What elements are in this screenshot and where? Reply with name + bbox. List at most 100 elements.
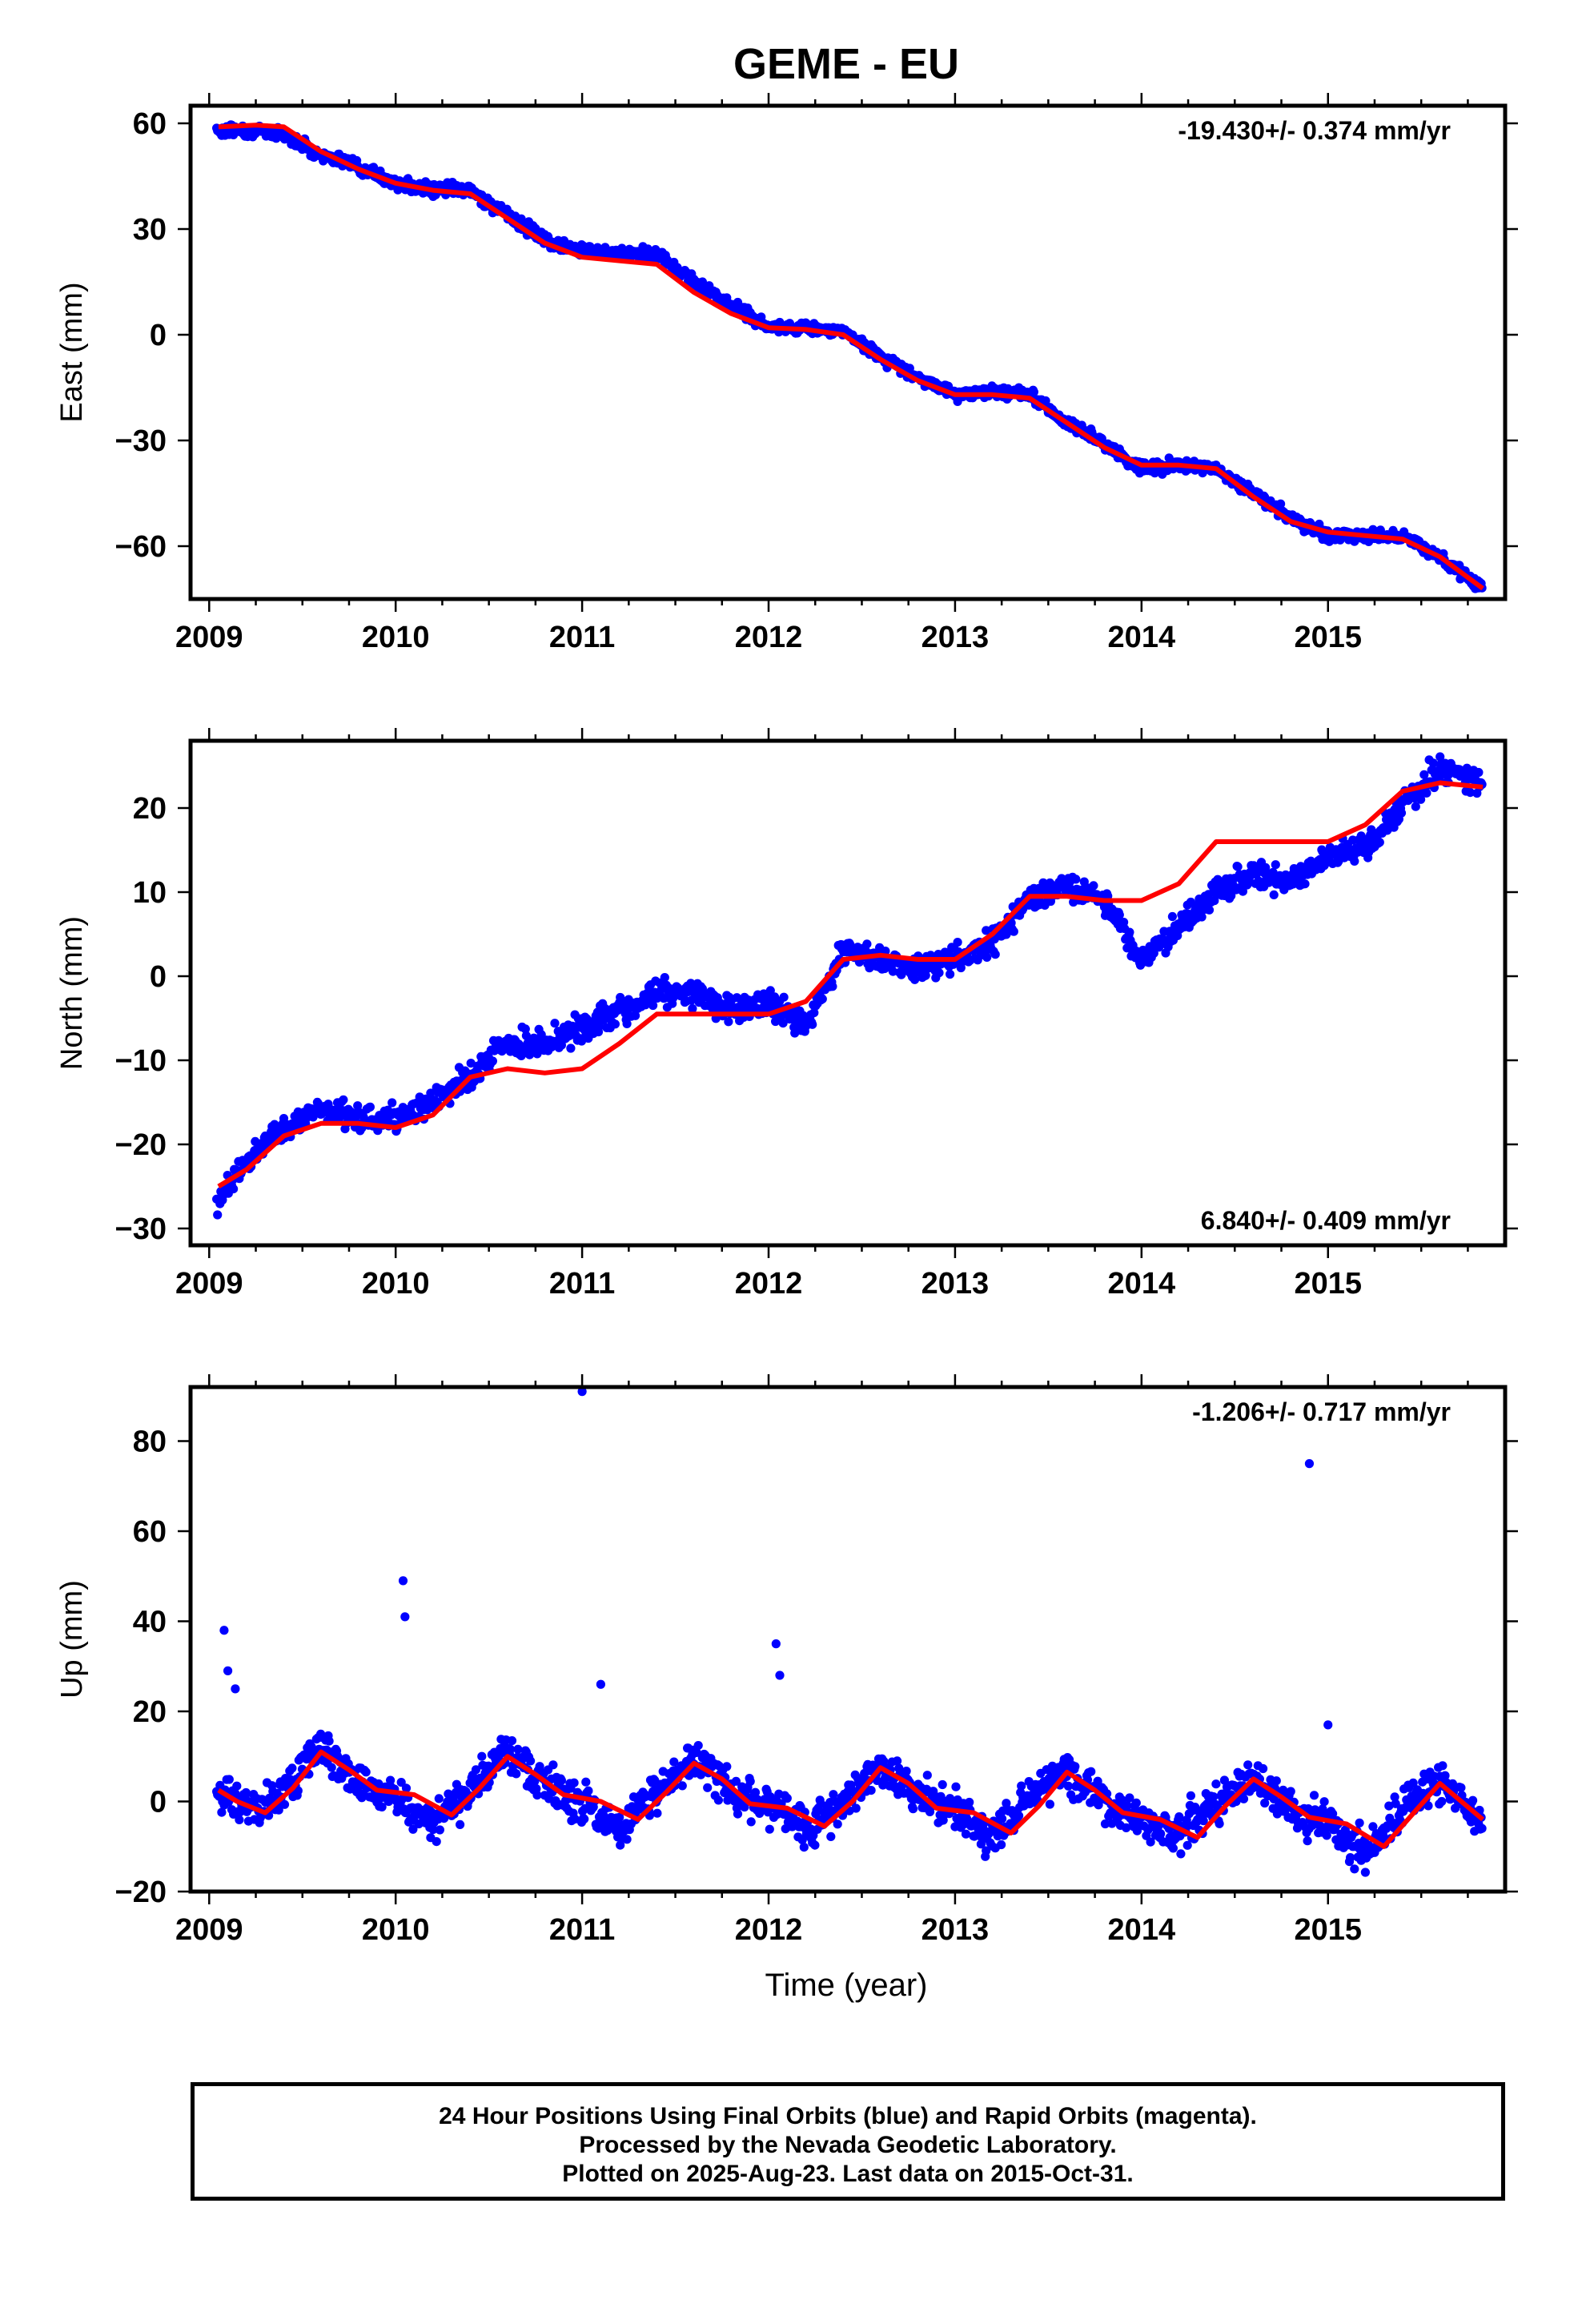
final-orbit-point [938, 1779, 947, 1790]
final-orbit-point [962, 1814, 972, 1823]
x-tick-label: 2012 [735, 1913, 803, 1947]
final-orbit-point [829, 1790, 838, 1799]
outlier-point [775, 1671, 785, 1680]
final-orbit-point [513, 1744, 523, 1754]
outlier-point [1304, 1459, 1315, 1469]
final-orbit-point [693, 1741, 703, 1751]
final-orbit-point [1465, 788, 1475, 798]
final-orbit-point [1423, 1801, 1433, 1811]
final-orbit-point [1309, 1791, 1319, 1800]
final-orbit-point [1174, 1812, 1184, 1822]
final-orbit-point [570, 1814, 580, 1824]
final-orbit-point [1186, 1791, 1195, 1800]
final-orbit-point [1211, 1779, 1221, 1789]
final-orbit-point [456, 1819, 465, 1829]
final-orbit-point [1146, 1837, 1155, 1847]
final-orbit-point [507, 1736, 517, 1746]
x-tick-label: 2010 [362, 1267, 430, 1301]
final-orbit-point [631, 1011, 640, 1020]
final-orbit-point [1346, 1853, 1355, 1863]
final-orbit-point [1100, 1819, 1110, 1829]
final-orbit-point [532, 1791, 542, 1800]
x-tick-label: 2009 [175, 621, 243, 654]
footer-line-2: Processed by the Nevada Geodetic Laborat… [579, 2132, 1117, 2158]
rate-annotation: 6.840+/- 0.409 mm/yr [1201, 1206, 1451, 1235]
final-orbit-point [808, 1019, 817, 1029]
final-orbit-point [888, 967, 897, 976]
final-orbit-point [1114, 910, 1124, 920]
final-orbit-point [1355, 1818, 1364, 1827]
y-tick-label: −30 [115, 1212, 167, 1246]
final-orbit-point [396, 1778, 406, 1787]
final-orbit-point [241, 1787, 251, 1798]
final-orbit-point [1029, 387, 1038, 396]
final-orbit-point [477, 1751, 487, 1761]
y-tick-label: −20 [115, 1128, 167, 1162]
y-tick-label: 0 [150, 960, 167, 994]
final-orbit-point [1319, 1797, 1329, 1807]
outlier-point [577, 1387, 587, 1397]
outlier-point [771, 1639, 781, 1649]
final-orbit-point [778, 1019, 788, 1028]
final-orbit-point [851, 1803, 861, 1813]
x-tick-label: 2013 [921, 621, 990, 654]
final-orbit-point [581, 1777, 591, 1787]
final-orbit-point [1243, 1760, 1253, 1770]
y-tick-label: −30 [115, 424, 167, 458]
final-orbit-point [908, 1804, 918, 1814]
final-orbit-point [434, 1794, 444, 1803]
final-orbit-point [526, 1756, 536, 1766]
final-orbit-point [1149, 948, 1158, 958]
final-orbit-point [622, 1835, 632, 1844]
x-tick-label: 2014 [1108, 1267, 1176, 1301]
final-orbit-point [488, 1056, 498, 1066]
final-orbit-point [512, 1769, 521, 1779]
final-orbit-point [1167, 911, 1177, 922]
final-orbit-point [1176, 1849, 1186, 1859]
y-tick-label: 60 [133, 107, 167, 141]
final-orbit-point [1300, 879, 1310, 889]
y-tick-label: 40 [133, 1606, 167, 1639]
final-orbit-point [1199, 1816, 1208, 1826]
final-orbit-point [217, 1807, 227, 1817]
final-orbit-point [731, 1776, 741, 1786]
final-orbit-point [520, 1024, 530, 1034]
final-orbit-point [615, 1812, 624, 1822]
final-orbit-point [1474, 767, 1484, 778]
x-tick-label: 2014 [1108, 1913, 1176, 1947]
final-orbit-point [426, 1088, 436, 1098]
final-orbit-point [1215, 1819, 1224, 1828]
final-orbit-point [287, 1763, 297, 1773]
x-axis-label: Time (year) [765, 1968, 928, 2003]
final-orbit-point [1269, 890, 1279, 899]
final-orbit-point [566, 1043, 576, 1053]
final-orbit-point [622, 1019, 632, 1028]
final-orbit-point [1002, 1799, 1011, 1808]
final-orbit-point [408, 1824, 418, 1834]
x-tick-label: 2012 [735, 1267, 803, 1301]
final-orbit-point [1210, 896, 1219, 906]
final-orbit-point [505, 1744, 516, 1754]
final-orbit-point [1017, 1781, 1026, 1791]
x-tick-label: 2014 [1108, 621, 1176, 654]
final-orbit-point [1422, 788, 1431, 798]
x-tick-label: 2009 [175, 1913, 243, 1947]
final-orbit-point [432, 1837, 441, 1847]
outlier-point [398, 1576, 408, 1586]
final-orbit-point [1322, 1831, 1331, 1840]
final-orbit-point [733, 1809, 743, 1819]
final-orbit-point [921, 971, 930, 980]
final-orbit-point [833, 1819, 842, 1829]
final-orbit-point [1070, 1762, 1080, 1771]
model-fit-line [217, 1749, 1485, 1849]
final-orbit-point [1408, 1778, 1418, 1787]
model-fit-line [217, 780, 1484, 1189]
rate-annotation: -1.206+/- 0.717 mm/yr [1192, 1397, 1451, 1426]
final-orbit-point [1093, 1776, 1102, 1786]
final-orbit-point [1350, 1864, 1359, 1874]
final-orbit-point [1328, 1809, 1338, 1819]
final-orbit-point [1009, 927, 1018, 936]
y-tick-label: 30 [133, 213, 167, 247]
final-orbit-point [982, 926, 991, 935]
outlier-point [1323, 1720, 1333, 1730]
